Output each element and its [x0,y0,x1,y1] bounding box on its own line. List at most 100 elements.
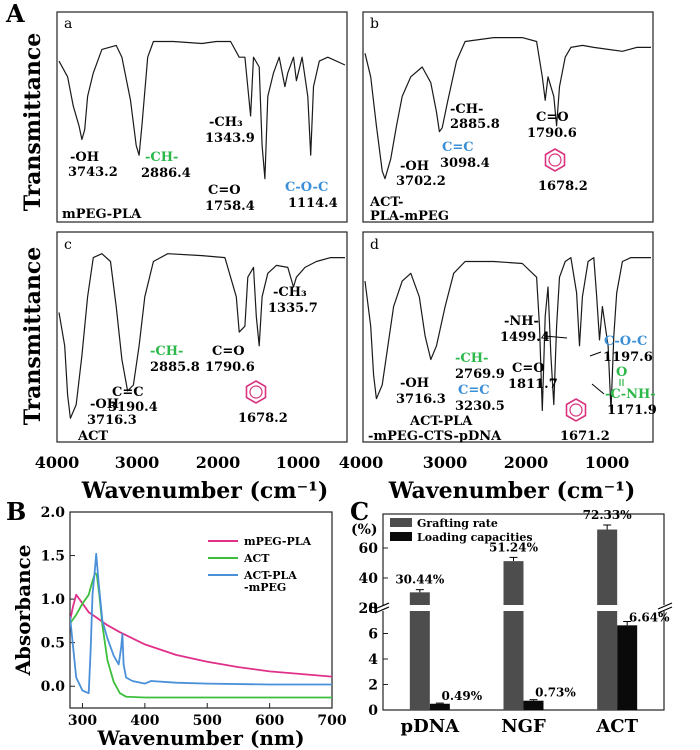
y-axis-label: (%) [351,522,378,538]
y-tick-label: 8 [368,601,378,617]
peak-label: C=O [536,110,569,125]
sample-name: ACT [77,429,108,444]
benzene-ring-icon [245,380,267,404]
peak-label: -CH₃ [209,115,243,130]
bar [523,700,544,710]
ftir-xtick-label: 3000 [423,453,468,472]
bar [429,703,450,710]
sample-name-line2: -mPEG-CTS-pDNA [368,429,502,444]
y-tick-label: 1.5 [41,549,65,565]
y-tick-label: 6 [368,627,378,643]
ftir-xtick-label: 1000 [585,453,630,472]
ftir-spectrum-b [364,36,651,180]
peak-value: 1499.4 [500,330,550,345]
ftir-spectrum-a [58,40,346,180]
grafting-loading-chart: 0 2 4 6 820 40 60 (%) 30.44% 0.49% pDNA 51.24% 0.73%… [351,508,673,737]
x-tick-label: 500 [193,713,222,729]
peak-value: 1790.6 [527,126,577,141]
peak-label: -OH [400,376,429,391]
sample-name-line1: ACT- [369,195,403,210]
peak-value: 1335.7 [268,301,318,316]
ftir-xticks-right: 4000 3000 2000 1000 [339,453,630,472]
legend-label: mPEG-PLA [244,535,311,548]
legend-swatch [390,532,412,541]
ftir-xtick-label: 4000 [339,453,384,472]
peak-label: C=O [512,361,545,376]
y-tick-label: 60 [359,541,379,557]
bar [409,592,430,710]
peak-label: C=O [208,183,241,198]
ftir-annotations-b: b -CH- 2885.8 C=O 1790.6 C=C 3098.4 -OH … [369,16,588,224]
peak-label: -C-NH- [605,387,656,402]
series-line [70,572,332,699]
peak-value: 3743.2 [68,165,118,180]
ftir-ylabel-bottom: Transmittance [20,247,46,426]
ftir-ylabel-top: Transmittance [20,33,46,212]
panel-letter-a: A [5,0,25,28]
peak-label: C-O-C [604,334,647,349]
axis-break-mark [657,606,673,614]
peak-value: 3190.4 [108,400,158,415]
category-label: NGF [501,716,546,737]
sample-name-line1: ACT-PLA [409,414,473,429]
category-label: pDNA [401,716,461,737]
peak-value: 1197.6 [603,350,653,365]
bar-data-label: 6.64% [629,610,670,624]
ftir-xtick-label: 3000 [115,453,160,472]
x-tick-label: 300 [68,713,97,729]
peak-label: -CH- [450,102,483,117]
ftir-xticks-left: 4000 3000 2000 1000 [35,453,321,472]
peak-value: 1811.7 [508,377,558,392]
bar [597,529,618,710]
coc-pointer-line [589,351,602,357]
peak-label: C=C [458,383,490,398]
legend-label: Loading capacities [417,531,533,544]
bar-data-label: 0.49% [442,689,483,703]
panel-letter-b: B [6,497,26,526]
subpanel-letter: c [64,237,72,253]
peak-label: -OH [90,397,119,412]
peak-value: 2886.4 [141,166,191,181]
subpanel-letter: b [370,16,379,32]
peak-label: -OH [70,150,99,165]
carbonyl-o-label: O [616,365,627,380]
x-axis-label: Wavenumber (nm) [96,726,304,750]
peak-value: 3098.4 [440,156,490,171]
ftir-spectrum-c [58,253,345,419]
subpanel-letter: d [370,237,379,253]
peak-value: 1678.2 [538,179,588,194]
peak-label: -CH₃ [273,285,307,300]
bar [617,625,638,710]
peak-value: 1343.9 [205,131,255,146]
sample-name-line2: PLA-mPEG [370,209,449,224]
axis-break-band [377,605,670,611]
bar-data-label: 51.24% [489,540,539,554]
y-axis-label: Absorbance [11,544,35,676]
y-tick-label: 0.5 [41,636,65,652]
benzene-ring-icon [565,398,587,422]
peak-value: 3230.5 [455,399,505,414]
series-line [70,593,332,678]
ftir-annotations-c: c -CH₃ 1335.7 -CH- 2885.8 C=O 1790.6 C=C… [64,237,318,444]
peak-label: C=C [442,140,474,155]
peak-label: -OH [400,159,429,174]
axis-break-mark [374,606,390,614]
y-tick-label: 40 [359,571,379,587]
y-tick-label: 1.0 [41,592,66,608]
peak-label: C-O-C [285,180,328,195]
ftir-frame-c [56,231,348,443]
peak-value: 1671.2 [560,429,610,444]
peak-value: 1758.4 [205,199,255,214]
axis-break-mark [374,602,390,610]
panel-letter-c: C [350,497,369,526]
ftir-xtick-label: 1000 [276,453,321,472]
legend-label: Grafting rate [417,517,498,530]
y-tick-label: 2 [368,678,378,694]
legend-label: ACT [243,552,270,565]
bar-data-label: 72.33% [583,508,633,522]
peak-value: 3716.3 [87,413,137,428]
ftir-trace-d [364,257,651,412]
peak-label: C=O [212,344,245,359]
bar-data-label: 30.44% [395,573,445,587]
